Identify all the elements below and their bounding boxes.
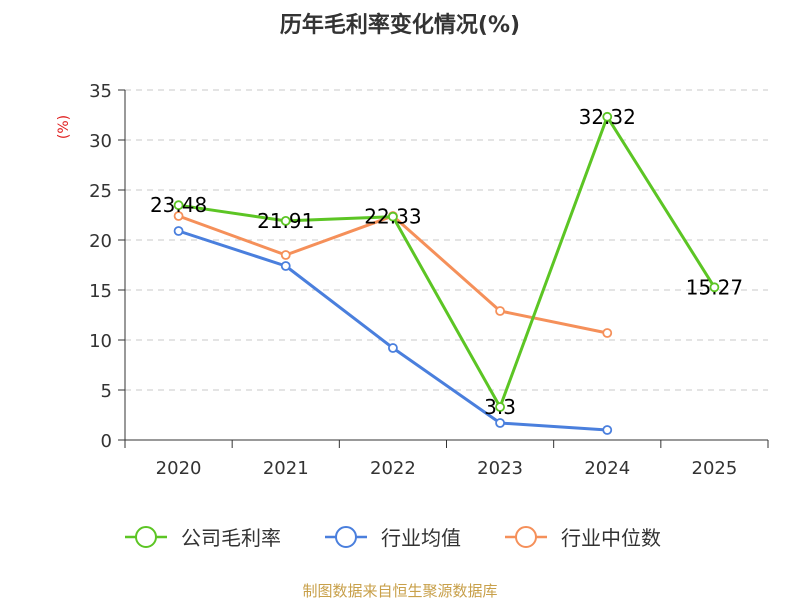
y-tick-label: 20	[89, 231, 112, 252]
y-tick-label: 35	[89, 81, 112, 102]
data-label: 32.32	[579, 105, 636, 129]
data-point	[602, 328, 613, 338]
x-tick-label: 2021	[263, 458, 309, 479]
data-label: 23.48	[150, 193, 207, 217]
legend-label: 行业均值	[381, 526, 461, 550]
series-line	[178, 115, 716, 409]
data-label: 15.27	[686, 275, 743, 299]
data-point	[280, 250, 291, 260]
legend: 公司毛利率 行业均值 行业中位数	[125, 526, 661, 550]
data-label: 22.33	[364, 205, 421, 229]
data-point	[495, 306, 505, 316]
legend-marker	[335, 526, 357, 548]
source-note: 制图数据来自恒生聚源数据库	[302, 582, 497, 600]
chart-title: 历年毛利率变化情况(%)	[280, 12, 520, 38]
series-line	[178, 229, 608, 432]
data-label: 21.91	[257, 209, 314, 233]
y-tick-label: 15	[89, 281, 112, 302]
y-tick-label: 5	[101, 381, 112, 402]
y-tick-label: 25	[89, 181, 112, 202]
series-lines	[173, 111, 720, 435]
y-tick-label: 0	[101, 431, 112, 452]
data-point	[388, 343, 398, 353]
data-point	[173, 211, 184, 221]
series-line	[178, 214, 608, 335]
data-point	[280, 261, 291, 271]
data-labels: 23.48 21.91 22.33 3.3 32.32 15.27	[150, 105, 743, 419]
data-point	[280, 215, 291, 226]
y-tick-label: 10	[89, 331, 112, 352]
data-point	[173, 200, 184, 211]
legend-marker	[515, 526, 537, 548]
data-point	[495, 418, 505, 428]
data-point	[602, 425, 613, 435]
legend-marker	[135, 526, 157, 548]
data-point	[602, 111, 613, 122]
data-point	[388, 211, 398, 222]
legend-label: 公司毛利率	[181, 526, 281, 550]
data-point	[173, 226, 184, 236]
x-tick-label: 2024	[584, 458, 630, 479]
y-tick-label: 30	[89, 131, 112, 152]
data-point	[495, 402, 505, 412]
data-point	[709, 282, 720, 293]
x-tick-label: 2020	[156, 458, 202, 479]
x-tick-label: 2025	[692, 458, 738, 479]
data-label: 3.3	[484, 395, 516, 419]
legend-label: 行业中位数	[561, 526, 661, 550]
gridlines	[125, 89, 768, 391]
y-axis-unit: (%)	[56, 115, 72, 139]
x-tick-label: 2023	[477, 458, 523, 479]
x-tick-label: 2022	[370, 458, 416, 479]
